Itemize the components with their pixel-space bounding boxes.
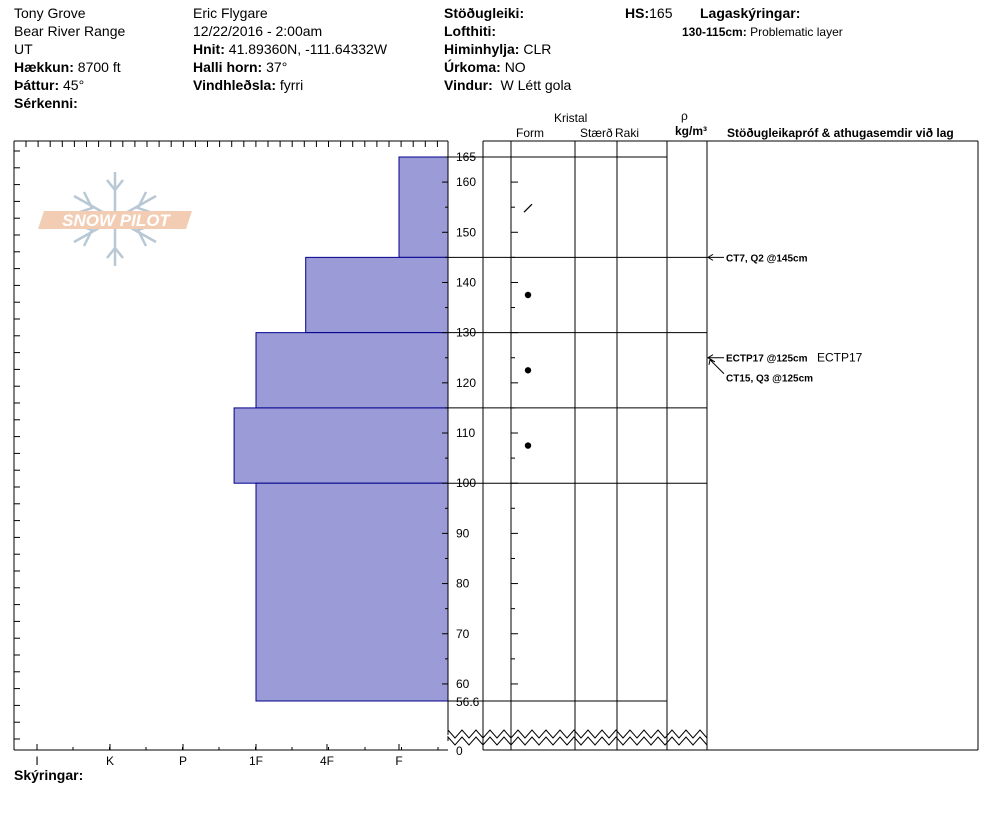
tests-comments-header: Stöðugleikapróf & athugasemdir við lag	[727, 126, 954, 140]
height-tick-label: 110	[456, 426, 475, 440]
hardness-layer-bar	[305, 256, 449, 334]
air-temp-label: Lofthiti:	[444, 23, 497, 39]
sky-label: Himinhylja:	[444, 41, 520, 57]
form-header: Form	[516, 126, 544, 140]
snow-height: HS:165	[625, 5, 672, 21]
rho-header: ρ	[681, 109, 688, 123]
height-boundary-label: 56.6	[456, 695, 480, 709]
height-tick-label: 150	[456, 225, 476, 239]
stability-label: Stöðugleiki:	[444, 5, 525, 21]
aspect: Þáttur: 45°	[14, 77, 84, 93]
hardness-tick-label: F	[395, 754, 402, 768]
snowpilot-logo: SNOW PILOT	[38, 172, 192, 266]
test-arrow	[707, 253, 714, 261]
hs-value: 165	[649, 5, 673, 21]
moisture-header: Raki	[615, 126, 640, 140]
coordinates: Hnit: 41.89360N, -111.64332W	[193, 41, 387, 57]
crystal-table	[447, 140, 979, 751]
grain-dot-symbol	[524, 442, 532, 449]
coords-label: Hnit:	[193, 41, 225, 57]
precip-label: Úrkoma:	[444, 59, 501, 75]
slope-value: 37°	[266, 59, 288, 75]
wind: Vindur: W Létt gola	[444, 77, 571, 93]
hardness-tick-label: I	[35, 754, 38, 768]
height-tick-label: 60	[456, 677, 470, 691]
hardness-layer-bar	[398, 156, 449, 258]
sky-cover: Himinhylja: CLR	[444, 41, 551, 57]
height-tick-label: 160	[456, 175, 476, 189]
height-tick-label: 140	[456, 275, 476, 289]
hardness-tick-label: P	[179, 754, 187, 768]
grain-slash-symbol	[523, 203, 533, 213]
hardness-layer-bar	[255, 482, 449, 702]
test-pointer-line	[709, 359, 725, 375]
axis-break-zigzag	[447, 728, 708, 739]
layer-note-text: Problematic layer	[750, 25, 843, 39]
logo-text: SNOW PILOT	[62, 211, 171, 230]
test-extra-label: ECTP17	[817, 351, 863, 365]
datetime: 12/22/2016 - 2:00am	[193, 23, 323, 39]
hardness-layers	[233, 156, 449, 702]
test-label: CT7, Q2 @145cm	[726, 253, 808, 264]
range-name: Bear River Range	[14, 23, 126, 39]
wind-loading: Vindhleðsla: fyrri	[193, 77, 303, 93]
logo-banner	[38, 211, 192, 229]
coords-value: 41.89360N, -111.64332W	[228, 41, 388, 57]
wind-loading-label: Vindhleðsla:	[193, 77, 276, 93]
test-arrow	[708, 359, 716, 365]
height-tick-label: 90	[456, 526, 470, 540]
density-unit: kg/m³	[675, 124, 708, 138]
elevation-label: Hækkun:	[14, 59, 74, 75]
layer-note-range: 130-115cm:	[682, 25, 747, 39]
height-tick-label: 120	[456, 376, 476, 390]
hardness-layer-bar	[233, 407, 449, 484]
grain-dot-symbol	[524, 367, 532, 374]
grain-dot-symbol	[524, 291, 532, 299]
slope-label: Halli horn:	[193, 59, 263, 75]
sky-value: CLR	[523, 41, 552, 57]
state-name: UT	[14, 41, 33, 57]
hardness-axis: I K P 1F 4F F	[35, 744, 439, 768]
slope-angle: Halli horn: 37°	[193, 59, 287, 75]
wind-value: W Létt gola	[500, 77, 572, 93]
layer-notes-label: Lagaskýringar:	[700, 5, 801, 21]
aspect-label: Þáttur:	[14, 77, 60, 93]
observer-name: Eric Flygare	[193, 5, 268, 21]
stability-tests: CT7, Q2 @145cm ECTP17 @125cm ECTP17 CT15, Q…	[707, 253, 863, 385]
height-tick-label: 70	[456, 627, 470, 641]
layer-note: 130-115cm: Problematic layer	[682, 24, 843, 40]
axis-break-zigzag	[447, 735, 708, 746]
hardness-plot	[13, 140, 448, 751]
elevation: Hækkun: 8700 ft	[14, 59, 121, 75]
notes-label: Skýringar:	[14, 767, 84, 783]
height-tick-label: 80	[456, 577, 470, 591]
hardness-tick-label: K	[106, 754, 114, 768]
hardness-tick-label: 1F	[249, 754, 263, 768]
wind-label: Vindur:	[444, 77, 493, 93]
precipitation: Úrkoma: NO	[444, 59, 526, 75]
hardness-tick-label: 4F	[320, 754, 334, 768]
features-label: Sérkenni:	[14, 95, 78, 111]
size-header: Stærð	[580, 126, 613, 140]
crystal-header: Kristal	[554, 111, 588, 125]
hardness-layer-bar	[255, 332, 449, 409]
location-name: Tony Grove	[14, 5, 86, 21]
wind-loading-value: fyrri	[279, 77, 304, 93]
aspect-value: 45°	[63, 77, 85, 93]
height-boundary-label: 0	[456, 744, 463, 758]
grain-symbols	[523, 203, 533, 449]
test-label: ECTP17 @125cm	[726, 354, 808, 365]
test-label: CT15, Q3 @125cm	[726, 374, 813, 385]
elevation-value: 8700 ft	[77, 59, 121, 75]
hs-label: HS:	[625, 5, 650, 21]
precip-value: NO	[504, 59, 526, 75]
